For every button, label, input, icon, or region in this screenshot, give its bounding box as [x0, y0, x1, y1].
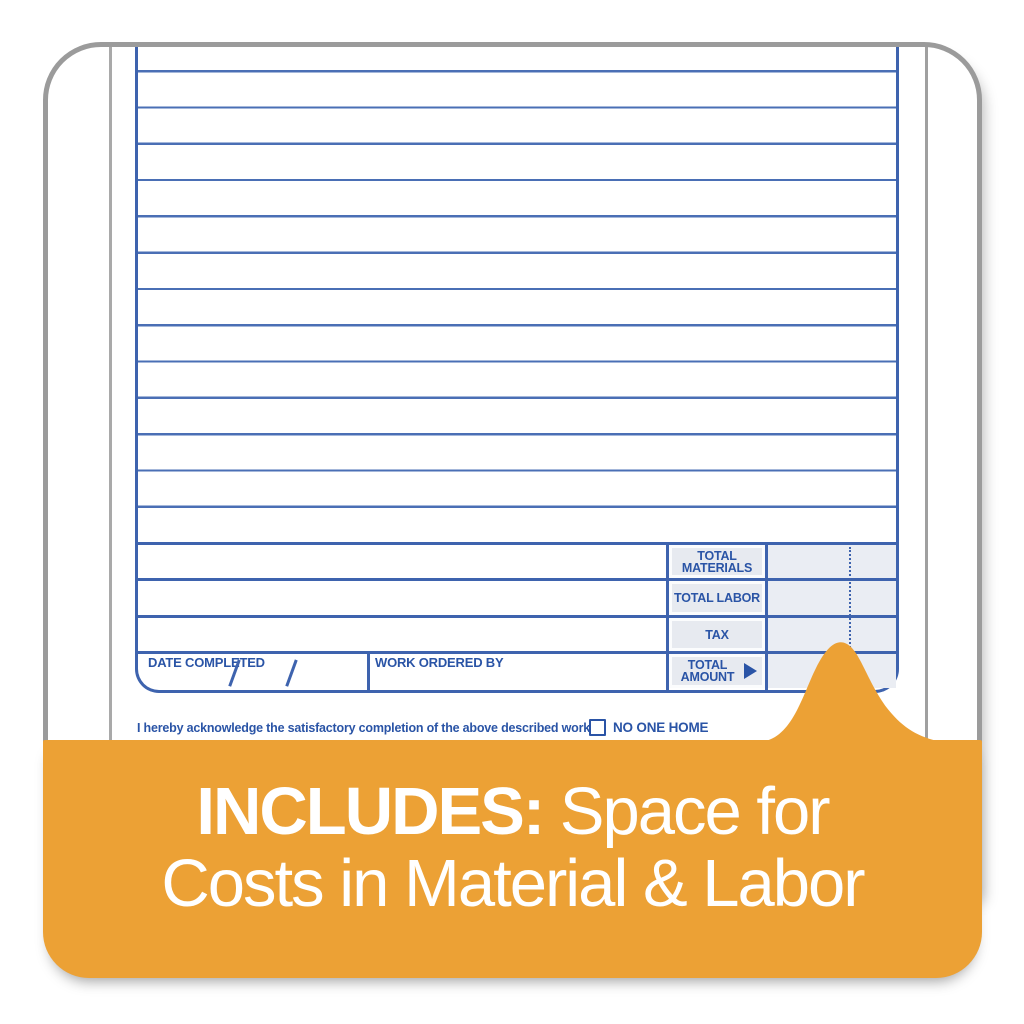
- total-amount-label: TOTAL AMOUNT: [669, 654, 765, 688]
- table-line: [367, 651, 370, 690]
- right-sheet-edge-line: [925, 47, 928, 740]
- cents-separator-dotted-line: [849, 547, 851, 687]
- form-pad: TOTAL MATERIALS TOTAL LABOR TAX TOTAL AM…: [43, 42, 982, 900]
- total-materials-label-text: TOTAL MATERIALS: [681, 548, 753, 575]
- total-amount-arrow-icon: [743, 663, 757, 679]
- table-line: [138, 615, 896, 618]
- tax-label-text: TAX: [705, 627, 729, 642]
- total-labor-label-text: TOTAL LABOR: [674, 591, 760, 605]
- left-sheet-edge-line: [109, 47, 112, 740]
- total-amount-label-text: TOTAL AMOUNT: [680, 658, 735, 684]
- no-one-home-checkbox: [589, 719, 606, 736]
- table-line: [765, 543, 768, 690]
- tax-amount-cell: [768, 618, 896, 651]
- table-line: [138, 542, 896, 545]
- banner-pointer-shape: [760, 642, 942, 742]
- total-materials-label: TOTAL MATERIALS: [669, 545, 765, 578]
- ruled-lines-area: [138, 47, 896, 539]
- acknowledgment-text: I hereby acknowledge the satisfactory co…: [137, 721, 594, 735]
- banner-line1-rest: Space for: [543, 774, 831, 849]
- date-completed-label: DATE COMPLETED: [148, 655, 265, 670]
- banner-highlight: INCLUDES:: [196, 774, 545, 849]
- total-labor-label: TOTAL LABOR: [669, 581, 765, 615]
- table-line: [138, 651, 896, 654]
- total-materials-amount-cell: [768, 545, 896, 578]
- table-line: [666, 543, 669, 690]
- banner-headline-line2: Costs in Material & Labor: [161, 846, 865, 921]
- work-order-sheet: TOTAL MATERIALS TOTAL LABOR TAX TOTAL AM…: [135, 47, 899, 693]
- no-one-home-label: NO ONE HOME: [613, 720, 709, 735]
- table-line: [138, 578, 896, 581]
- marketing-banner: INCLUDES: Space for Costs in Material & …: [43, 740, 982, 978]
- total-labor-amount-cell: [768, 581, 896, 615]
- date-slash-mark: [285, 659, 298, 687]
- work-ordered-by-label: WORK ORDERED BY: [375, 655, 504, 670]
- banner-headline-line1: INCLUDES: Space for: [43, 776, 982, 848]
- tax-label: TAX: [669, 618, 765, 651]
